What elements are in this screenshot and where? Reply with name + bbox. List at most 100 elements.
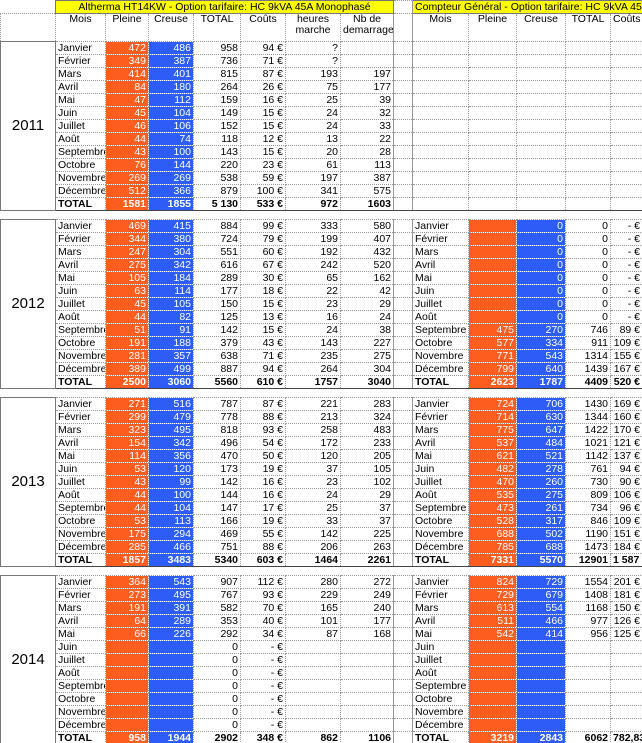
starts: 233 (339, 436, 395, 450)
pleine: 389 (105, 362, 149, 376)
month: Mars (412, 245, 470, 259)
column-header-row: Mois Pleine Creuse TOTAL Coûts heures marche N… (0, 13, 642, 42)
blank (565, 41, 612, 55)
hours: 1464 (285, 553, 341, 567)
cost: 169 € (610, 397, 642, 411)
month-row: Mars 247 304 551 60 €192 432 Mars 0 0- € (1, 245, 642, 259)
total: 730 (565, 475, 612, 489)
total: 787 (193, 397, 241, 411)
title-row: Altherma HT14KW - Option tarifaire: HC 9… (1, 0, 642, 14)
cost (610, 718, 642, 732)
pleine: 53 (105, 514, 149, 528)
blank (412, 171, 470, 185)
gap (393, 514, 414, 528)
total: 292 (193, 627, 241, 641)
creuse: 82 (148, 310, 194, 324)
pleine (468, 232, 518, 246)
blank (565, 106, 612, 120)
creuse: 99 (148, 475, 194, 489)
gap (393, 93, 414, 107)
cost: 15 € (240, 297, 286, 311)
creuse: 466 (148, 540, 194, 554)
gap (393, 310, 414, 324)
year: 2014 (0, 575, 56, 743)
pleine (468, 271, 518, 285)
creuse: 269 (148, 171, 194, 185)
blank (55, 566, 106, 576)
gap (393, 731, 414, 743)
month: TOTAL (55, 197, 106, 211)
gap (393, 692, 414, 706)
blank (516, 210, 566, 220)
pleine: 1581 (105, 197, 149, 211)
starts: 32 (339, 106, 395, 120)
cost: - € (240, 653, 286, 667)
starts: 324 (339, 410, 395, 424)
column-header: Creuse (148, 13, 194, 42)
gap (393, 67, 414, 81)
column-header: Creuse (516, 13, 567, 42)
pleine: 2623 (468, 375, 518, 389)
gap (393, 132, 414, 146)
gap (393, 410, 414, 424)
cost: 1 587 € (610, 553, 642, 567)
total: 289 (193, 271, 241, 285)
month-row: Octobre 191 188 379 43 €143 227 Octobre 577 334 9… (1, 336, 642, 350)
hours: 341 (285, 184, 341, 198)
month-row: Juin 45 104 149 15 €24 32 (1, 106, 642, 120)
blank (468, 171, 518, 185)
pleine: 482 (468, 462, 518, 476)
blank (610, 41, 642, 55)
gap (393, 397, 414, 411)
total (565, 653, 612, 667)
cost: 34 € (240, 627, 286, 641)
month-row: Février 349 387 736 71 €? (1, 54, 642, 68)
starts: 275 (339, 349, 395, 363)
starts: 177 (339, 80, 395, 94)
left-title: Altherma HT14KW - Option tarifaire: HC 9… (54, 0, 395, 14)
total-row: TOTAL 1857 3483 5340 603 €1464 2261 TOTAL 7331 5… (1, 553, 642, 567)
starts: 249 (339, 588, 395, 602)
month: Février (55, 54, 106, 68)
total: 884 (193, 219, 241, 233)
month: Novembre (55, 527, 106, 541)
hours: 229 (285, 588, 341, 602)
month: Mars (55, 67, 106, 81)
creuse (516, 666, 567, 680)
month: Novembre (55, 349, 106, 363)
month-row: 2014 Janvier 364 543 907 112 €280 272 Janvier 82… (0, 575, 642, 743)
month-row: Juin 63 114 177 18 €22 42 Juin 0 0- € (1, 284, 642, 298)
column-header: TOTAL (565, 13, 612, 42)
month-row: Février 273 495 767 93 €229 249 Février 729 679 1… (1, 588, 642, 602)
total: 815 (193, 67, 241, 81)
month-row: Février 299 479 778 88 €213 324 Février 714 630 1… (1, 410, 642, 424)
month: Juillet (55, 297, 106, 311)
cost: 109 € (610, 514, 642, 528)
gap (393, 575, 414, 589)
cost: 93 € (240, 588, 286, 602)
hours: 972 (285, 197, 341, 211)
total: 956 (565, 627, 612, 641)
hours: 235 (285, 349, 341, 363)
month: Novembre (412, 705, 470, 719)
month: Avril (412, 614, 470, 628)
cost: 19 € (240, 514, 286, 528)
starts: 24 (339, 310, 395, 324)
blank (610, 132, 642, 146)
pleine: 273 (105, 588, 149, 602)
column-header: Mois (55, 13, 106, 42)
pleine: 537 (468, 436, 518, 450)
month: Janvier (55, 41, 106, 55)
blank (1, 1, 56, 14)
hours: 264 (285, 362, 341, 376)
hours: 23 (285, 297, 341, 311)
pleine: 528 (468, 514, 518, 528)
blank (468, 158, 518, 172)
column-header: Pleine (468, 13, 518, 42)
cost: 94 € (240, 41, 286, 55)
total: 0 (565, 232, 612, 246)
creuse: 105 (148, 297, 194, 311)
hours: 75 (285, 80, 341, 94)
total: 0 (193, 705, 241, 719)
blank (610, 184, 642, 198)
